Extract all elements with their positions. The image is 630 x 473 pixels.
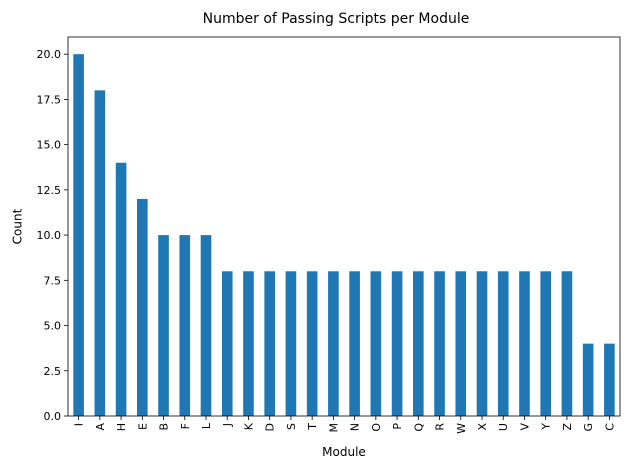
bar-F bbox=[179, 235, 191, 416]
x-tick-label: Y bbox=[540, 423, 553, 431]
bar-A bbox=[94, 90, 106, 416]
bar-S bbox=[285, 271, 297, 416]
plot-frame bbox=[67, 36, 621, 417]
y-tick-label: 10.0 bbox=[37, 229, 62, 242]
x-axis-label: Module bbox=[322, 445, 366, 459]
bar-H bbox=[115, 162, 127, 416]
bar-E bbox=[137, 198, 148, 416]
bar-U bbox=[497, 271, 509, 416]
bar-B bbox=[158, 235, 169, 416]
x-tick-label: E bbox=[136, 423, 149, 430]
bar-I bbox=[73, 54, 84, 416]
bar-O bbox=[370, 271, 382, 416]
bar-Z bbox=[561, 271, 573, 416]
bar-X bbox=[476, 271, 488, 416]
bar-P bbox=[391, 271, 403, 416]
x-tick-label: U bbox=[497, 423, 510, 431]
y-tick-label: 2.5 bbox=[44, 365, 62, 378]
x-tick-label: O bbox=[370, 423, 383, 432]
x-tick-label: F bbox=[179, 423, 192, 429]
bar-M bbox=[328, 271, 339, 416]
y-axis: 0.0 2.5 5.0 7.5 10.0 12.5 15.0 17.5 20.0 bbox=[37, 48, 68, 423]
bar-C bbox=[604, 343, 615, 416]
bar-D bbox=[264, 271, 275, 416]
bar-L bbox=[200, 235, 212, 416]
bar-V bbox=[519, 271, 530, 416]
bar-Y bbox=[540, 271, 551, 416]
bar-R bbox=[434, 271, 445, 416]
x-tick-label: D bbox=[264, 423, 277, 431]
x-tick-label: W bbox=[455, 423, 468, 434]
x-tick-label: A bbox=[94, 423, 107, 431]
y-tick-label: 17.5 bbox=[37, 93, 62, 106]
y-tick-label: 20.0 bbox=[37, 48, 62, 61]
bar-G bbox=[582, 343, 594, 416]
x-tick-label: I bbox=[73, 423, 86, 426]
x-tick-label: X bbox=[476, 423, 489, 431]
y-tick-label: 5.0 bbox=[44, 320, 62, 333]
bar-T bbox=[306, 271, 318, 416]
x-tick-label: C bbox=[603, 423, 616, 431]
bars bbox=[73, 54, 615, 416]
x-tick-label: R bbox=[434, 423, 447, 431]
y-tick-label: 15.0 bbox=[37, 139, 62, 152]
x-tick-label: V bbox=[518, 423, 531, 431]
x-tick-label: Z bbox=[561, 423, 574, 431]
x-tick-label: S bbox=[285, 423, 298, 430]
x-tick-label: B bbox=[158, 423, 171, 431]
bar-N bbox=[349, 271, 360, 416]
bar-W bbox=[455, 271, 467, 416]
x-tick-label: K bbox=[242, 422, 255, 430]
y-tick-label: 12.5 bbox=[37, 184, 62, 197]
x-tick-label: N bbox=[349, 423, 362, 431]
chart-title: Number of Passing Scripts per Module bbox=[203, 11, 470, 27]
x-tick-label: L bbox=[200, 422, 213, 429]
x-tick-label: G bbox=[582, 423, 595, 432]
y-axis-label: Count bbox=[11, 208, 25, 244]
y-tick-label: 7.5 bbox=[44, 274, 62, 287]
x-tick-label: H bbox=[115, 423, 128, 431]
x-tick-label: T bbox=[306, 423, 319, 431]
y-tick-label: 0.0 bbox=[44, 410, 62, 423]
x-tick-label: Q bbox=[412, 423, 425, 432]
x-tick-label: M bbox=[327, 423, 340, 433]
bar-Q bbox=[413, 271, 424, 416]
x-tick-label: P bbox=[391, 423, 404, 430]
x-tick-label: J bbox=[221, 423, 234, 427]
bar-K bbox=[243, 271, 254, 416]
bar-J bbox=[221, 271, 233, 416]
